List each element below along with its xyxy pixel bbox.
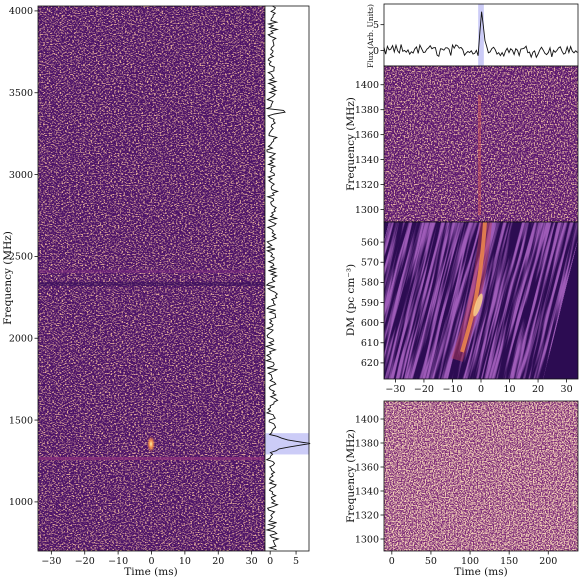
waterfall-long-y-tick-label: 1320: [355, 510, 379, 521]
waterfall-full-y-tick-label: 3500: [9, 88, 33, 99]
profile-ylabel: Flux (Arb. Units): [366, 4, 375, 68]
waterfall-long-x-tick-label: 100: [461, 556, 479, 567]
profile-y-tick-label: 0: [373, 46, 379, 57]
waterfall-long-y-tick-label: 1380: [355, 438, 379, 449]
zoom-burst-trace: [478, 95, 481, 215]
waterfall-zoom-ylabel: Frequency (MHz): [345, 97, 357, 191]
waterfall-full-x-tick-label: 20: [212, 556, 224, 567]
pulse-profile-panel: 0 5 Flux (Arb. Units): [366, 3, 579, 68]
dm-streaks: [384, 222, 578, 379]
waterfall-full-x-tick-label: −20: [75, 556, 95, 567]
dm-ridge: [460, 222, 487, 353]
spectrum-frame: [264, 5, 310, 552]
dm-ylabel: DM (pc cm⁻³): [345, 264, 357, 336]
waterfall-long-xlabel: Time (ms): [454, 566, 507, 578]
waterfall-long-y-tick-label: 1300: [355, 534, 379, 545]
waterfall-zoom-y-tick-label: 1400: [355, 80, 379, 91]
waterfall-long-noise: [384, 401, 578, 551]
dm-y-tick-label: 560: [361, 237, 379, 248]
waterfall-long-x-tick-label: 150: [500, 556, 518, 567]
dm-x-tick-label: 20: [532, 384, 544, 395]
dm-y-tick-label: 580: [361, 278, 379, 289]
waterfall-long-frame: [383, 400, 579, 552]
waterfall-long-x-tick-label: 50: [425, 556, 437, 567]
waterfall-full-x-tick-label: −10: [108, 556, 128, 567]
dm-x-tick-label: 10: [503, 384, 515, 395]
profile-y-tick-label: 5: [373, 20, 379, 31]
waterfall-long-ylabel: Frequency (MHz): [345, 429, 357, 523]
spectrum-highlight-band: [265, 433, 309, 455]
dm-y-tick-label: 570: [361, 258, 379, 269]
waterfall-full-x-tick-label: 30: [246, 556, 258, 567]
waterfall-full-panel: −30 −20 −10 0 10 20 30 1000 1500 2000 2500 3000 350…: [2, 5, 266, 578]
spectrum-line: [264, 5, 311, 551]
waterfall-zoom-y-tick-label: 1360: [355, 130, 379, 141]
waterfall-full-x-tick-label: 10: [179, 556, 191, 567]
waterfall-zoom-panel: 1300 1320 1340 1360 1380 1400 Frequency (MHz): [345, 65, 579, 223]
dm-time-panel: −30 −20 −10 0 10 20 30 560 570 580 590 600 610 620 D…: [345, 221, 579, 395]
waterfall-full-y-tick-label: 2000: [9, 334, 33, 345]
waterfall-full-y-tick-label: 3000: [9, 170, 33, 181]
waterfall-full-x-tick-label: −30: [41, 556, 61, 567]
waterfall-full-y-tick-label: 2500: [9, 252, 33, 263]
waterfall-zoom-y-tick-label: 1380: [355, 105, 379, 116]
waterfall-full-y-tick-label: 1500: [9, 415, 33, 426]
spectrum-x-tick-label: 5: [293, 556, 299, 567]
waterfall-zoom-y-tick-label: 1340: [355, 155, 379, 166]
waterfall-long-y-tick-label: 1360: [355, 462, 379, 473]
waterfall-long-panel: 0 50 100 150 200 1300 1320 1340 1360 1380 1400 Ti…: [345, 400, 579, 578]
waterfall-long-x-tick-label: 200: [539, 556, 557, 567]
waterfall-zoom-noise: [384, 66, 578, 222]
masked-channel-band: [38, 457, 265, 460]
dm-y-tick-label: 610: [361, 338, 379, 349]
waterfall-long-y-tick-label: 1340: [355, 486, 379, 497]
waterfall-full-y-tick-label: 4000: [9, 6, 33, 17]
dm-x-tick-label: −30: [385, 384, 405, 395]
dm-x-tick-label: −20: [414, 384, 434, 395]
dm-x-tick-label: −10: [442, 384, 462, 395]
waterfall-full-ylabel: Frequency (MHz): [2, 231, 14, 325]
waterfall-long-x-tick-label: 0: [389, 556, 395, 567]
dm-peak: [473, 293, 483, 317]
dm-x-tick-label: 0: [478, 384, 484, 395]
dm-y-tick-label: 590: [361, 298, 379, 309]
profile-highlight-span: [478, 4, 484, 66]
masked-channel-band: [38, 282, 265, 286]
masked-channel-band: [38, 270, 265, 273]
dm-y-tick-label: 600: [361, 318, 379, 329]
waterfall-full-y-tick-label: 1000: [9, 497, 33, 508]
profile-line: [383, 11, 578, 59]
waterfall-full-noise: [38, 6, 265, 551]
waterfall-zoom-y-tick-label: 1300: [355, 205, 379, 216]
waterfall-full-x-tick-label: 0: [148, 556, 154, 567]
burst-signal: [147, 436, 155, 452]
spectrum-x-tick-label: 0: [267, 556, 273, 567]
waterfall-full-xlabel: Time (ms): [124, 566, 177, 578]
dm-y-tick-label: 620: [361, 358, 379, 369]
dm-x-tick-label: 30: [561, 384, 573, 395]
waterfall-zoom-y-tick-label: 1320: [355, 180, 379, 191]
waterfall-long-y-tick-label: 1400: [355, 414, 379, 425]
